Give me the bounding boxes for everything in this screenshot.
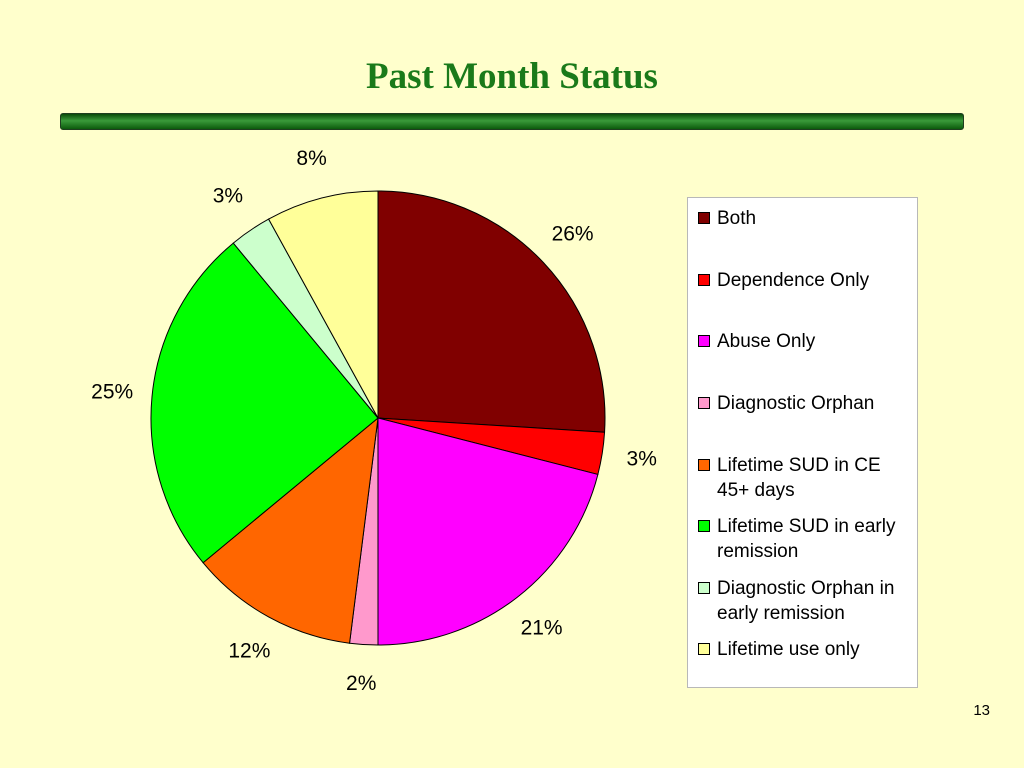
pie-labels: 26% 3% 21% 2% 12% 25% 3% 8% <box>91 147 657 695</box>
legend-swatch <box>698 212 710 224</box>
pie-slices <box>150 190 606 646</box>
legend-item-5: Lifetime SUD in CE 45+ days <box>698 453 913 503</box>
legend-item-6: Lifetime SUD in early remission <box>698 514 913 564</box>
page-number: 13 <box>973 702 990 719</box>
legend-label: Dependence Only <box>717 270 870 291</box>
legend-item-3: Abuse Only <box>698 329 913 354</box>
pie-slice-6 <box>150 242 379 564</box>
legend-label: Diagnostic Orphan in early remission <box>717 578 895 624</box>
legend-item-8: Lifetime use only <box>698 637 913 662</box>
legend-item-1: Both <box>698 206 913 231</box>
pie-data-label-8: 8% <box>296 147 326 170</box>
pie-slice-5 <box>202 416 379 644</box>
legend-swatch <box>698 582 710 594</box>
legend-swatch <box>698 459 710 471</box>
legend-label: Lifetime SUD in early remission <box>717 516 896 562</box>
legend-swatch <box>698 520 710 532</box>
chart-legend: Both Dependence Only Abuse Only Diagnostic … <box>687 197 918 688</box>
legend-label: Lifetime SUD in CE 45+ days <box>717 455 881 501</box>
legend-label: Both <box>717 208 757 229</box>
legend-item-7: Diagnostic Orphan in early remission <box>698 576 913 626</box>
pie-data-label-7: 3% <box>213 185 243 208</box>
pie-slice-3 <box>377 417 599 646</box>
legend-item-4: Diagnostic Orphan <box>698 391 913 416</box>
legend-label: Diagnostic Orphan <box>717 393 875 414</box>
pie-slice-8 <box>267 190 379 419</box>
pie-slice-1 <box>377 190 606 433</box>
slide-title: Past Month Status <box>366 56 658 97</box>
legend-swatch <box>698 335 710 347</box>
legend-swatch <box>698 274 710 286</box>
legend-swatch <box>698 397 710 409</box>
legend-swatch <box>698 643 710 655</box>
pie-data-label-4: 2% <box>346 672 376 695</box>
legend-label: Abuse Only <box>717 331 816 352</box>
pie-data-label-5: 12% <box>228 640 270 663</box>
pie-data-label-6: 25% <box>91 380 133 403</box>
pie-data-label-1: 26% <box>552 223 594 246</box>
title-divider-bar <box>60 113 964 130</box>
legend-label: Lifetime use only <box>717 639 860 660</box>
pie-data-label-2: 3% <box>627 447 657 470</box>
legend-item-2: Dependence Only <box>698 268 913 293</box>
pie-data-label-3: 21% <box>521 617 563 640</box>
